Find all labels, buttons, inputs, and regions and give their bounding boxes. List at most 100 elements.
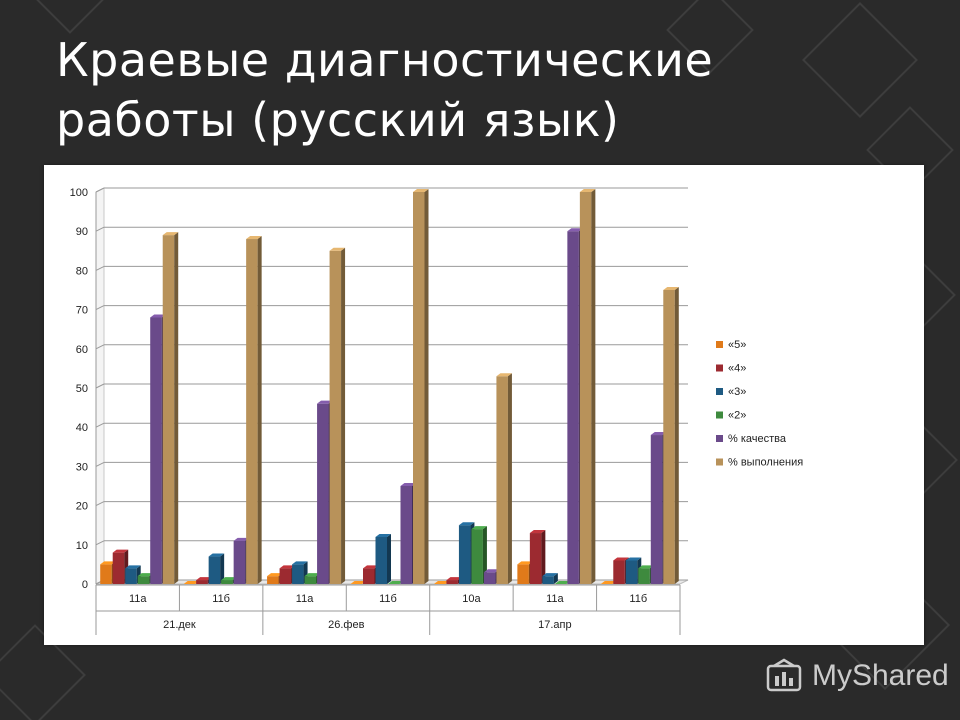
bar xyxy=(567,231,579,584)
bar-top xyxy=(100,561,116,565)
bar-top xyxy=(613,557,629,561)
bar xyxy=(292,564,304,584)
bar-side xyxy=(507,373,512,584)
watermark: MyShared xyxy=(766,654,949,698)
bar-top xyxy=(375,533,391,537)
bar-top xyxy=(433,581,450,584)
bar-top xyxy=(363,565,379,569)
bar xyxy=(375,536,387,584)
y-tick-label: 10 xyxy=(76,540,88,552)
bar-top xyxy=(350,581,366,584)
bar xyxy=(625,560,638,584)
bar-top xyxy=(196,577,212,581)
bar xyxy=(529,533,542,584)
bar xyxy=(329,250,342,585)
watermark-text: MyShared xyxy=(812,659,949,692)
bar-top xyxy=(542,573,558,577)
legend-swatch xyxy=(716,458,723,466)
bar-top xyxy=(483,569,500,573)
bar-side xyxy=(174,232,179,584)
y-tick-label: 0 xyxy=(82,579,88,591)
gridline-side xyxy=(95,540,105,546)
bar-side xyxy=(482,526,487,584)
bar xyxy=(304,576,317,584)
y-tick-label: 30 xyxy=(76,461,88,473)
y-tick-label: 60 xyxy=(76,344,88,356)
x-tick-label: 11а xyxy=(129,593,147,605)
bar xyxy=(363,568,375,584)
bar xyxy=(458,525,471,584)
bar-top xyxy=(137,573,154,577)
bar xyxy=(100,564,112,584)
bar xyxy=(517,564,529,584)
bar-top xyxy=(125,565,141,569)
legend-label: % качества xyxy=(728,433,787,445)
bar xyxy=(638,568,650,584)
legend-label: «4» xyxy=(728,363,746,375)
group-label: 21.дек xyxy=(163,619,196,631)
bar-top xyxy=(446,577,462,581)
bar-top xyxy=(663,287,679,290)
bar-top xyxy=(413,189,429,192)
bar-top xyxy=(471,526,487,530)
bar xyxy=(413,192,425,584)
bar xyxy=(579,192,592,584)
bar-chart: 0 10 20 30 40 50 60 70 80 90 100 11а 11б 11а 11б 10а 11а… xyxy=(70,187,803,635)
bar-top xyxy=(292,561,308,565)
bar xyxy=(112,552,125,584)
x-tick-label: 11а xyxy=(296,593,314,605)
bar xyxy=(650,435,663,584)
bar-side xyxy=(341,247,346,585)
bar-top xyxy=(267,573,283,577)
bar xyxy=(471,529,483,584)
x-tick-label: 11б xyxy=(629,593,647,605)
gridline-side xyxy=(95,383,105,389)
bar xyxy=(613,560,625,584)
bar-top xyxy=(246,236,262,240)
legend-swatch xyxy=(716,435,723,442)
y-tick-label: 80 xyxy=(76,265,88,277)
bar-top xyxy=(183,581,200,584)
bar-side xyxy=(591,189,596,584)
bar xyxy=(663,290,675,584)
y-tick-label: 90 xyxy=(76,226,88,238)
bar-top xyxy=(304,573,321,577)
gridline-side xyxy=(95,226,105,232)
bar-top xyxy=(554,581,571,584)
bar-top xyxy=(150,314,166,318)
bar-top xyxy=(517,561,533,565)
bar-top xyxy=(567,228,583,232)
bar-side xyxy=(387,533,391,584)
bar-top xyxy=(279,565,296,569)
bar xyxy=(246,239,258,584)
slide-title: Краевые диагностические работы (русский … xyxy=(56,33,714,147)
legend-swatch xyxy=(716,341,723,348)
legend-swatch xyxy=(716,411,723,419)
bar xyxy=(233,540,246,584)
bar xyxy=(137,576,150,584)
bar xyxy=(125,568,137,584)
bar-top xyxy=(208,553,225,557)
watermark-logo-icon xyxy=(766,658,802,692)
y-tick-label: 20 xyxy=(76,501,88,513)
bar-top xyxy=(458,522,475,526)
group-label: 17.апр xyxy=(538,619,571,631)
bar-top xyxy=(233,537,250,541)
bar-top xyxy=(317,400,333,404)
x-tick-label: 11б xyxy=(212,593,230,605)
gridline-side xyxy=(95,501,105,507)
bar-side xyxy=(220,553,225,584)
gridline-side xyxy=(95,305,105,311)
bar xyxy=(196,580,208,584)
gridline-side xyxy=(95,265,105,271)
y-tick-label: 70 xyxy=(76,305,88,317)
legend-label: «3» xyxy=(728,386,746,398)
legend-swatch xyxy=(716,388,723,395)
bar-top xyxy=(625,557,642,561)
bar xyxy=(542,576,554,584)
gridline-side xyxy=(95,461,105,467)
bar-top xyxy=(579,189,596,192)
gridline-side xyxy=(95,344,105,350)
bar-top xyxy=(162,232,179,236)
bar-top xyxy=(529,530,546,534)
